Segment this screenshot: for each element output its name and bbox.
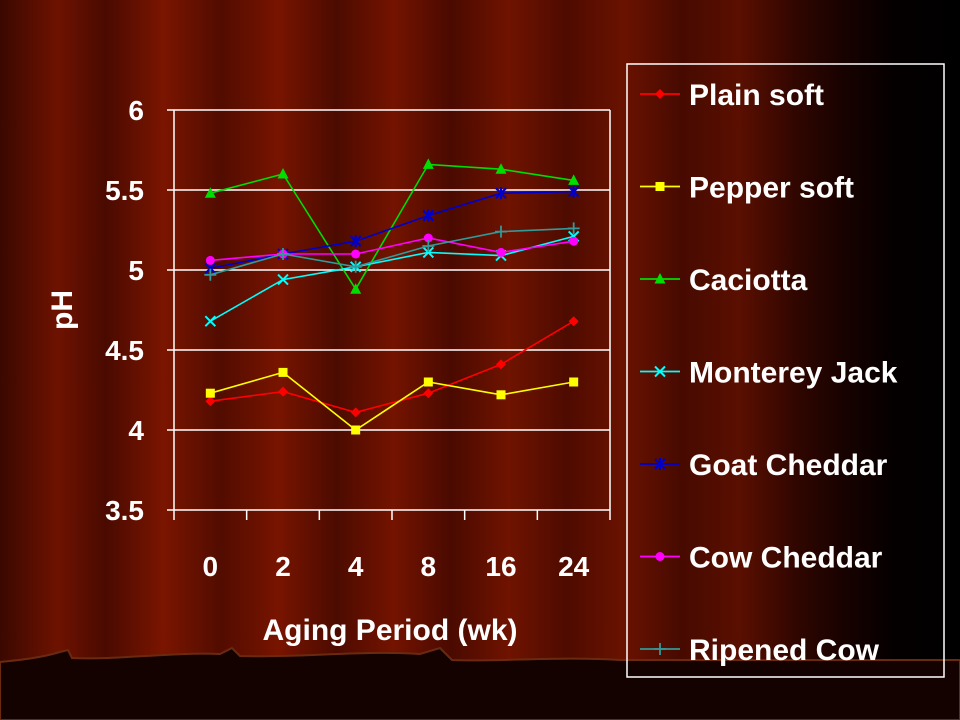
data-point xyxy=(278,367,288,377)
x-axis-title: Aging Period (wk) xyxy=(263,614,518,647)
series-6 xyxy=(204,222,580,281)
legend-entry: Caciotta xyxy=(640,264,808,297)
legend-marker xyxy=(654,458,666,470)
y-tick-labels: 3.5 4 4.5 5 5.5 6 xyxy=(105,95,144,526)
data-point xyxy=(422,240,435,252)
y-tick-label: 5.5 xyxy=(105,175,144,206)
series-line xyxy=(210,320,575,414)
legend-entry: Cow Cheddar xyxy=(640,542,883,575)
data-point xyxy=(350,407,361,418)
legend-marker xyxy=(654,273,666,284)
legend-entry: Pepper soft xyxy=(640,172,854,205)
data-point xyxy=(422,246,435,259)
data-point xyxy=(351,249,361,259)
data-point xyxy=(567,185,580,198)
data-point xyxy=(496,359,506,370)
data-point xyxy=(204,268,217,281)
legend-marker xyxy=(655,182,665,191)
grid-lines xyxy=(174,109,610,431)
legend-entry: Monterey Jack xyxy=(640,357,898,390)
data-point xyxy=(277,248,289,260)
x-tick-label: 0 xyxy=(203,551,219,582)
data-point xyxy=(567,222,580,235)
legend-entry: Plain soft xyxy=(640,79,824,112)
series-line xyxy=(210,190,574,270)
y-tick-label: 5 xyxy=(128,255,144,286)
data-point xyxy=(278,386,288,397)
data-point xyxy=(349,235,362,248)
data-point xyxy=(568,174,580,185)
y-axis-title: pH xyxy=(46,290,79,330)
data-point xyxy=(204,315,217,327)
series-line xyxy=(210,163,574,291)
legend-entry: Ripened Cow xyxy=(640,634,880,667)
x-tick-label: 8 xyxy=(421,551,437,582)
series-line xyxy=(209,235,574,322)
legend-label: Cow Cheddar xyxy=(689,542,883,575)
legend-marker xyxy=(655,89,665,99)
series-line xyxy=(210,227,574,276)
y-tick-label: 3.5 xyxy=(105,495,144,526)
legend-box xyxy=(626,63,945,678)
legend-marker xyxy=(655,552,665,561)
x-tick-labels: 0 2 4 8 16 24 xyxy=(203,551,590,582)
data-point xyxy=(568,316,579,327)
legend-label: Plain soft xyxy=(689,79,824,112)
legend-label: Monterey Jack xyxy=(689,357,898,390)
x-tick-label: 4 xyxy=(348,551,364,582)
legend-entry: Goat Cheddar xyxy=(640,449,888,482)
data-point xyxy=(351,425,361,435)
data-point xyxy=(205,255,215,265)
series-lines xyxy=(204,158,580,435)
y-tick-label: 4 xyxy=(128,415,144,446)
data-point xyxy=(423,388,434,399)
data-point xyxy=(423,377,433,387)
legend-label: Goat Cheddar xyxy=(689,449,888,482)
x-tick-label: 2 xyxy=(275,551,291,582)
data-point xyxy=(205,388,215,398)
data-point xyxy=(204,187,216,198)
legend-marker xyxy=(654,643,666,655)
data-point xyxy=(422,158,434,169)
x-tick-label: 24 xyxy=(558,551,590,582)
legend-label: Ripened Cow xyxy=(689,634,880,667)
data-point xyxy=(496,390,506,400)
data-point xyxy=(422,209,435,222)
data-point xyxy=(569,377,579,387)
data-point xyxy=(569,236,579,246)
series-1 xyxy=(205,367,579,435)
data-point xyxy=(495,187,507,200)
series-2 xyxy=(204,158,580,294)
data-point xyxy=(495,225,507,238)
data-point xyxy=(277,273,289,286)
data-point xyxy=(277,168,289,179)
x-tick-label: 16 xyxy=(485,551,516,582)
data-point xyxy=(349,260,362,273)
axes xyxy=(167,109,611,520)
data-point xyxy=(205,396,216,407)
y-tick-label: 6 xyxy=(128,95,144,126)
series-line xyxy=(210,371,574,431)
data-point xyxy=(496,247,506,257)
data-point xyxy=(350,283,362,294)
legend-marker xyxy=(654,365,666,378)
plot-area xyxy=(174,110,610,510)
legend-label: Caciotta xyxy=(689,264,808,297)
series-line xyxy=(210,237,574,262)
legend: Plain soft Pepper soft Caciotta Monterey Ja… xyxy=(640,79,898,667)
data-point xyxy=(423,233,433,243)
y-tick-label: 4.5 xyxy=(105,335,144,366)
stage-floor xyxy=(0,646,960,720)
data-point xyxy=(495,163,507,174)
legend-label: Pepper soft xyxy=(689,172,854,205)
series-0 xyxy=(205,316,579,418)
